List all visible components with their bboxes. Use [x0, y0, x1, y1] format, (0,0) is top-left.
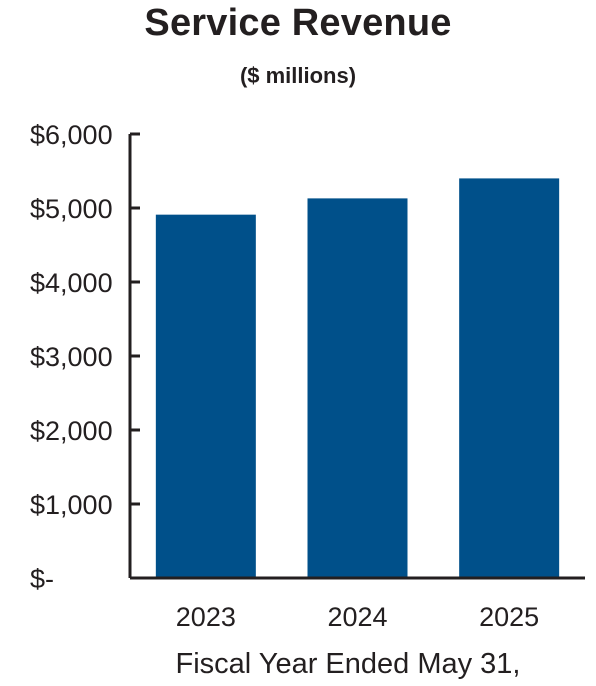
bar-2025	[459, 178, 560, 578]
y-tick-label: $2,000	[30, 416, 113, 446]
y-tick-label: $-	[30, 564, 54, 594]
y-tick-label: $6,000	[30, 120, 113, 150]
bar-2023	[155, 214, 256, 578]
y-axis: $- $1,000 $2,000 $3,000 $4,000 $5,000 $6,000	[30, 120, 140, 594]
y-tick-label: $4,000	[30, 268, 113, 298]
y-tick-label: $1,000	[30, 490, 113, 520]
x-tick-label: 2023	[176, 602, 236, 632]
bar-2024	[307, 198, 408, 578]
bars	[155, 178, 560, 578]
y-tick-label: $5,000	[30, 194, 113, 224]
y-tick-label: $3,000	[30, 342, 113, 372]
x-tick-label: 2024	[327, 602, 387, 632]
x-axis: 2023 2024 2025	[130, 576, 585, 632]
chart-title: Service Revenue	[144, 2, 452, 44]
x-axis-label: Fiscal Year Ended May 31,	[175, 648, 521, 680]
chart-subtitle: ($ millions)	[239, 63, 357, 88]
x-tick-label: 2025	[479, 602, 539, 632]
